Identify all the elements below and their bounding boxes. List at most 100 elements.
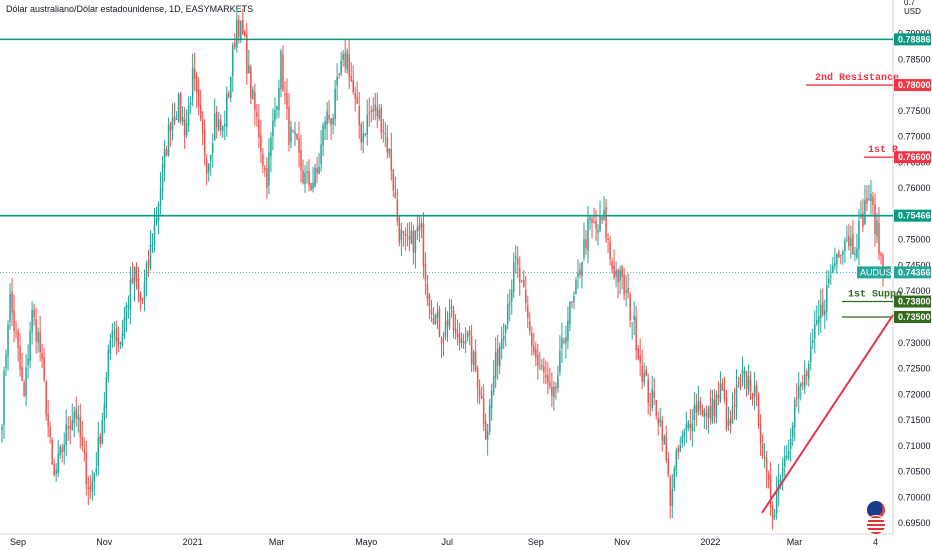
candle-body [262,154,264,166]
candle-body [77,414,80,420]
candle-body [854,253,856,255]
candle-body [93,472,96,482]
candle-body [350,76,352,81]
candle-body [687,421,690,429]
candle-body [617,269,619,283]
candle-body [242,19,244,35]
candle-body [508,302,511,305]
candle-body [842,251,844,256]
candle-body [697,400,700,413]
x-tick-label: Sep [528,537,544,547]
candle-body [318,166,320,174]
candle-body [494,351,497,378]
candle-body [103,404,106,420]
candle-body [171,117,174,130]
candle-body [797,386,800,399]
current-price-tag [894,266,931,279]
candle-body [145,263,148,282]
candle-body [653,391,655,398]
candle-body [615,270,617,277]
candle-body [1,426,3,431]
candle-body [679,445,682,451]
candle-body [23,382,25,397]
candle-body [362,133,364,143]
candle-body [761,443,764,457]
candle-body [43,357,45,380]
candle-body [805,371,808,376]
y-tick-label: 0.78500 [898,54,931,64]
candle-body [143,282,146,301]
candle-body [765,457,768,473]
candle-body [139,293,142,301]
candle-body [693,405,696,421]
candle-body [3,370,5,425]
candle-body [830,275,832,278]
candle-body [177,93,180,122]
candle-body [368,112,371,114]
candle-body [31,310,33,333]
candle-body [816,320,818,324]
candle-body [613,265,615,278]
candle-body [117,337,120,346]
candle-body [11,291,13,313]
candle-body [181,116,184,122]
candle-body [773,515,776,517]
candle-body [147,259,150,266]
candle-body [230,77,232,98]
candle-body [61,447,63,453]
candle-body [386,136,389,152]
candle-body [832,265,834,273]
candle-body [175,118,178,120]
candle-body [197,88,200,106]
candle-body [15,332,17,334]
candle-body [745,371,748,389]
candle-body [795,398,798,400]
candle-body [571,301,573,303]
candle-body [434,315,437,325]
candle-body [826,284,828,312]
candle-body [286,92,288,109]
candle-body [51,439,53,465]
candle-body [448,313,451,328]
candle-body [480,395,483,399]
candle-body [396,199,399,222]
candle-body [458,333,461,344]
candle-body [37,331,39,343]
candle-body [563,340,565,343]
candle-body [743,370,746,374]
candle-body [211,143,214,154]
candle-body [781,467,784,477]
candle-body [442,340,445,342]
candle-body [671,489,674,506]
candle-body [332,117,334,125]
candle-body [382,130,385,132]
candle-body [701,409,704,416]
candle-body [801,382,804,385]
candle-body [858,220,860,250]
candle-body [759,424,762,443]
candle-body [731,405,734,423]
x-tick-label: 2021 [183,537,203,547]
candle-body [324,121,326,130]
candle-body [647,379,649,403]
candle-body [828,278,830,284]
candle-body [388,148,391,155]
candle-body [296,133,298,140]
x-tick-label: Mar [269,537,285,547]
candle-body [755,386,758,393]
usd-flag-icon [866,515,886,535]
candle-body [151,244,154,247]
candle-body [163,148,166,168]
candle-body [850,238,852,246]
candle-body [599,215,601,230]
candle-body [721,382,724,391]
candle-body [47,414,49,427]
candle-body [689,423,692,429]
candle-body [205,159,208,173]
level-price-tag [894,295,931,308]
candle-body [308,171,310,186]
candle-body [699,401,702,410]
candle-body [498,346,501,367]
